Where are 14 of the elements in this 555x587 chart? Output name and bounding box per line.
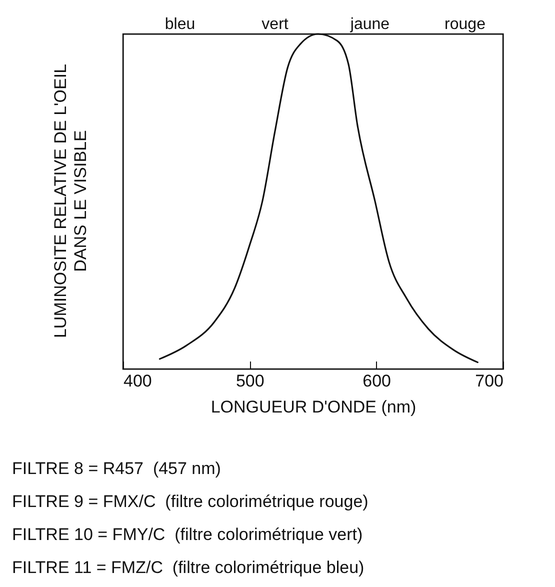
- x-tick-label: 400: [124, 372, 152, 390]
- text: FILTRE 8 = R457 (457 nm): [12, 459, 221, 478]
- text: FILTRE 11 = FMZ/C (filtre colorimétrique bleu): [12, 558, 364, 577]
- text: vert: [262, 16, 289, 33]
- text: bleu: [164, 16, 196, 33]
- text: jaune: [349, 16, 390, 33]
- x-tick-label: 700: [475, 372, 504, 390]
- y-axis-title: LUMINOSITE RELATIVE DE L'OEIL DANS LE VISIBLE: [51, 64, 90, 338]
- text: FILTRE 10 = FMY/C (filtre colorimétrique vert): [12, 525, 363, 544]
- text: FILTRE 9 = FMX/C (filtre colorimétrique rouge): [12, 492, 368, 511]
- text: rouge: [444, 16, 486, 33]
- x-tick-label: 500: [236, 372, 264, 390]
- x-axis-title: LONGUEUR D'ONDE (nm): [210, 398, 416, 416]
- x-tick-label: 600: [362, 372, 392, 390]
